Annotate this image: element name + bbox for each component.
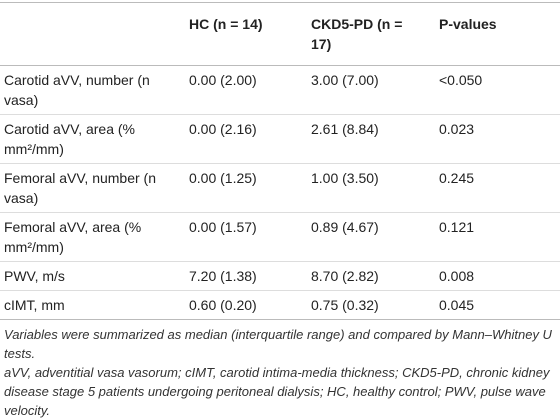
cell: <0.050 xyxy=(435,65,560,115)
table-row: Femoral aVV, number (n vasa) 0.00 (1.25) 1… xyxy=(0,163,560,213)
row-label: cIMT, mm xyxy=(0,290,185,320)
row-label: Femoral aVV, area (% mm²/mm) xyxy=(0,212,185,262)
cell: 0.00 (2.16) xyxy=(185,114,307,164)
row-label: Femoral aVV, number (n vasa) xyxy=(0,163,185,213)
header-cell xyxy=(0,2,185,66)
table-row: Carotid aVV, area (% mm²/mm) 0.00 (2.16) 2… xyxy=(0,114,560,164)
cell: 0.045 xyxy=(435,290,560,320)
header-cell: CKD5-PD (n = 17) xyxy=(307,2,435,66)
data-table: HC (n = 14) CKD5-PD (n = 17) P-values Caro… xyxy=(0,2,560,320)
cell: 0.008 xyxy=(435,261,560,291)
cell: 3.00 (7.00) xyxy=(307,65,435,115)
cell: 0.121 xyxy=(435,212,560,262)
cell: 0.00 (1.57) xyxy=(185,212,307,262)
cell: 0.00 (2.00) xyxy=(185,65,307,115)
table-row: Carotid aVV, number (n vasa) 0.00 (2.00) 3… xyxy=(0,65,560,115)
cell: 0.60 (0.20) xyxy=(185,290,307,320)
cell: 2.61 (8.84) xyxy=(307,114,435,164)
cell: 0.023 xyxy=(435,114,560,164)
header-cell: P-values xyxy=(435,2,560,66)
table-header: HC (n = 14) CKD5-PD (n = 17) P-values xyxy=(0,2,560,66)
row-label: Carotid aVV, number (n vasa) xyxy=(0,65,185,115)
cell: 0.89 (4.67) xyxy=(307,212,435,262)
header-cell: HC (n = 14) xyxy=(185,2,307,66)
table-row: cIMT, mm 0.60 (0.20) 0.75 (0.32) 0.045 xyxy=(0,290,560,320)
table-row: PWV, m/s 7.20 (1.38) 8.70 (2.82) 0.008 xyxy=(0,261,560,291)
table-row: Femoral aVV, area (% mm²/mm) 0.00 (1.57) 0… xyxy=(0,212,560,262)
cell: 1.00 (3.50) xyxy=(307,163,435,213)
footnote: Variables were summarized as median (int… xyxy=(4,327,552,361)
header-row: HC (n = 14) CKD5-PD (n = 17) P-values xyxy=(0,2,560,66)
table-body: Carotid aVV, number (n vasa) 0.00 (2.00) 3… xyxy=(0,65,560,320)
row-label: PWV, m/s xyxy=(0,261,185,291)
cell: 0.00 (1.25) xyxy=(185,163,307,213)
cell: 0.245 xyxy=(435,163,560,213)
footnotes: Variables were summarized as median (int… xyxy=(0,320,560,420)
row-label: Carotid aVV, area (% mm²/mm) xyxy=(0,114,185,164)
cell: 7.20 (1.38) xyxy=(185,261,307,291)
cell: 8.70 (2.82) xyxy=(307,261,435,291)
cell: 0.75 (0.32) xyxy=(307,290,435,320)
footnote: aVV, adventitial vasa vasorum; cIMT, car… xyxy=(4,365,550,418)
